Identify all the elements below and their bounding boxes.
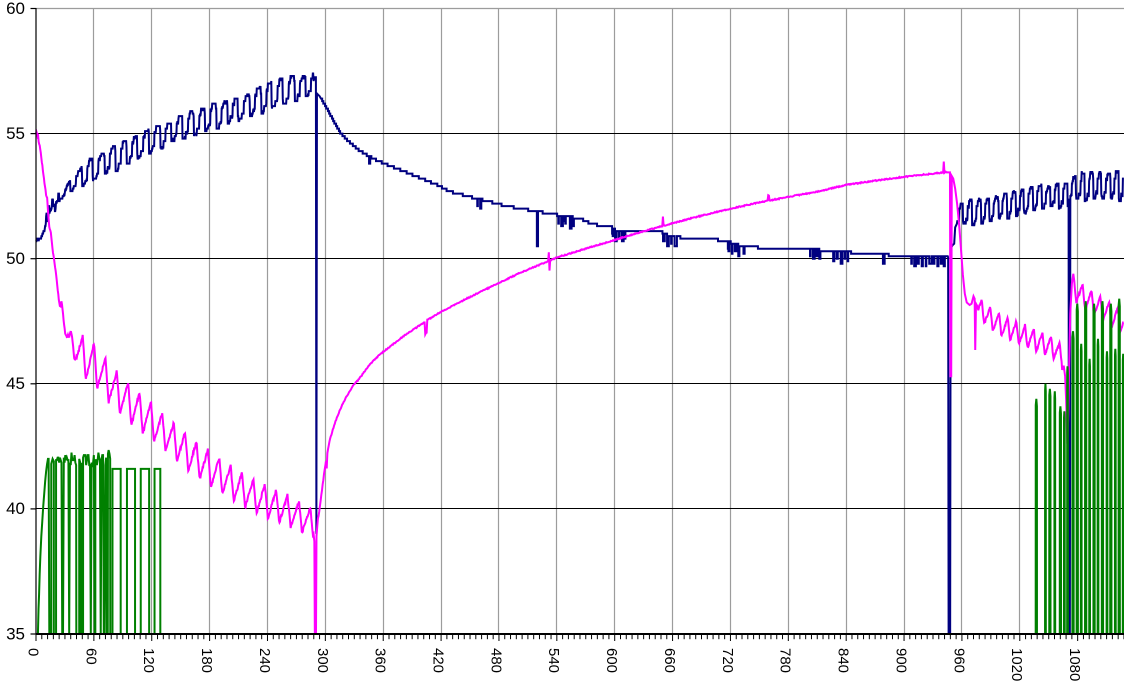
svg-text:50: 50 — [6, 249, 25, 268]
svg-text:60: 60 — [6, 0, 25, 18]
svg-text:540: 540 — [545, 648, 562, 673]
svg-text:180: 180 — [198, 648, 215, 673]
svg-text:600: 600 — [603, 648, 620, 673]
svg-text:840: 840 — [835, 648, 852, 673]
svg-text:240: 240 — [256, 648, 273, 673]
svg-text:45: 45 — [6, 374, 25, 393]
svg-text:0: 0 — [24, 648, 41, 656]
svg-text:720: 720 — [719, 648, 736, 673]
svg-text:40: 40 — [6, 499, 25, 518]
svg-text:780: 780 — [777, 648, 794, 673]
svg-text:120: 120 — [140, 648, 157, 673]
svg-text:480: 480 — [487, 648, 504, 673]
svg-text:1080: 1080 — [1066, 648, 1083, 681]
svg-text:35: 35 — [6, 624, 25, 643]
svg-text:960: 960 — [950, 648, 967, 673]
svg-text:300: 300 — [314, 648, 331, 673]
svg-text:900: 900 — [892, 648, 909, 673]
svg-text:1020: 1020 — [1008, 648, 1025, 681]
svg-text:55: 55 — [6, 124, 25, 143]
svg-text:60: 60 — [82, 648, 99, 665]
svg-text:420: 420 — [429, 648, 446, 673]
svg-text:660: 660 — [661, 648, 678, 673]
svg-text:360: 360 — [372, 648, 389, 673]
